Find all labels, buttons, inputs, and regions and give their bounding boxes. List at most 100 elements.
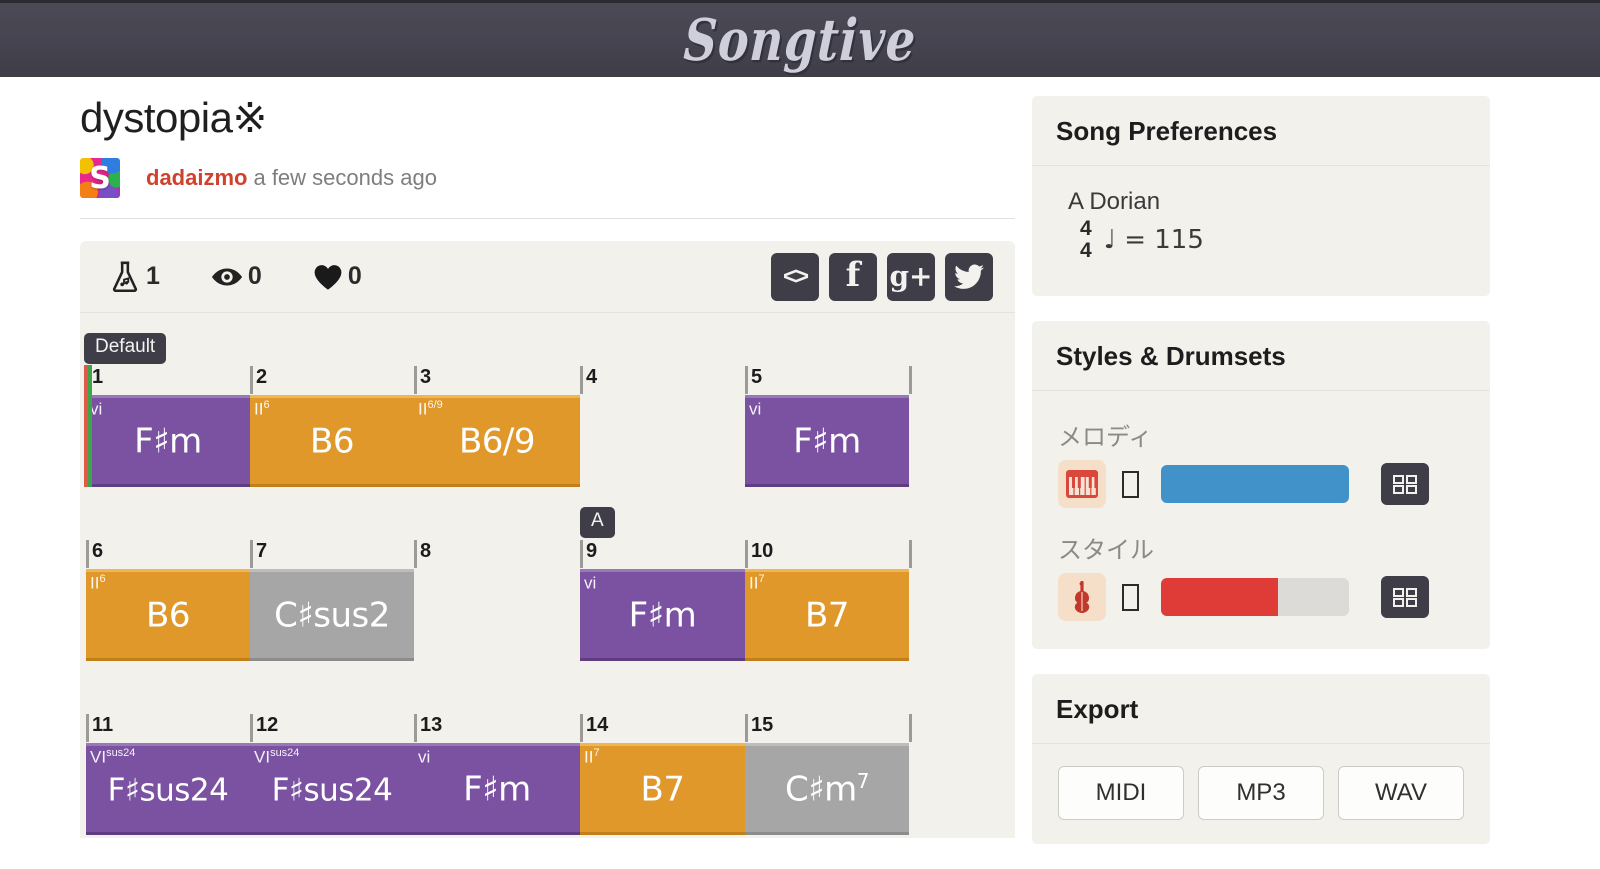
loop-marker[interactable]: [88, 365, 92, 488]
eye-icon: [210, 264, 244, 290]
twitter-button[interactable]: [945, 252, 993, 301]
chord-name: F♯m: [463, 769, 531, 810]
roman-numeral: II6/9: [418, 399, 443, 419]
chord-name: F♯sus24: [107, 772, 229, 809]
author-link[interactable]: dadaizmo: [146, 165, 248, 191]
chord-block[interactable]: vi F♯m: [86, 395, 250, 488]
track-controls: [1058, 460, 1464, 509]
roman-numeral: VIsus24: [90, 747, 136, 767]
sidebar: Song Preferences A Dorian 4 4 ♩ = 115 St…: [1032, 96, 1490, 869]
keyboard-icon: [1392, 587, 1418, 608]
experiments-count: 1: [146, 262, 160, 291]
timestamp: a few seconds ago: [253, 165, 437, 191]
googleplus-button[interactable]: g+: [887, 252, 935, 301]
measure-number: 9: [586, 540, 598, 563]
measure-number: 7: [256, 540, 268, 563]
styles-drumsets-heading: Styles & Drumsets: [1032, 321, 1490, 392]
barline: [745, 714, 748, 743]
melody-volume-bar[interactable]: [1161, 465, 1349, 504]
chord-name: B6: [310, 421, 354, 462]
chord-chart[interactable]: Default 1 2 3 4 5 vi F♯m II6 B6: [80, 313, 1015, 839]
styles-drumsets-panel: Styles & Drumsets メロディ: [1032, 321, 1490, 650]
barline: [580, 540, 583, 569]
measure-number: 8: [420, 540, 432, 563]
chord-block[interactable]: II7 B7: [580, 743, 745, 836]
twitter-icon: [954, 264, 984, 290]
chord-block[interactable]: vi F♯m: [414, 743, 580, 836]
chord-block[interactable]: II6/9 B6/9: [414, 395, 580, 488]
measure-number: 5: [751, 366, 763, 389]
flask-music-icon: [108, 260, 142, 294]
chord-block[interactable]: VIsus24 F♯sus24: [250, 743, 414, 836]
style-tag[interactable]: Default: [84, 333, 167, 364]
piano-icon[interactable]: [1058, 460, 1106, 509]
melody-keyboard-button[interactable]: [1381, 463, 1429, 506]
time-signature[interactable]: 4 4: [1080, 217, 1092, 263]
song-key[interactable]: A Dorian: [1068, 188, 1161, 215]
avatar-letter: S: [89, 160, 111, 196]
roman-numeral: VIsus24: [254, 747, 300, 767]
roman-numeral: II7: [584, 747, 600, 767]
roman-numeral: vi: [418, 747, 431, 767]
chord-block[interactable]: C♯sus2: [250, 569, 414, 662]
missing-glyph-box: [1122, 583, 1139, 611]
page-title: dystopia※: [80, 94, 268, 141]
export-body: MIDI MP3 WAV: [1032, 744, 1490, 844]
heart-icon: [312, 263, 344, 291]
measure-number: 13: [420, 714, 443, 737]
barline: [86, 540, 89, 569]
avatar[interactable]: S: [80, 158, 120, 199]
chord-row: A 6 7 8 9 10 II6 B6 C♯sus2: [80, 493, 1015, 667]
likes-stat[interactable]: 0: [308, 262, 362, 291]
byline: S dadaizmo a few seconds ago: [80, 158, 1015, 199]
song-preferences-panel: Song Preferences A Dorian 4 4 ♩ = 115: [1032, 96, 1490, 297]
measure-number: 12: [256, 714, 279, 737]
chord-block[interactable]: II6 B6: [86, 569, 250, 662]
chord-name: F♯m: [628, 595, 697, 636]
chord-block[interactable]: C♯m7: [745, 743, 909, 836]
stats-bar: 1 0 0: [80, 241, 1015, 314]
views-stat: 0: [206, 262, 262, 291]
time-signature-bottom: 4: [1080, 239, 1092, 263]
playhead-marker[interactable]: [84, 365, 88, 488]
barline: [745, 366, 748, 395]
songtive-logo[interactable]: Songtive: [681, 6, 918, 74]
style-keyboard-button[interactable]: [1381, 576, 1429, 619]
chord-row: Default 1 2 3 4 5 vi F♯m II6 B6: [80, 319, 1015, 493]
likes-count: 0: [347, 262, 362, 291]
roman-numeral: II6: [254, 399, 270, 419]
violin-icon[interactable]: [1058, 573, 1106, 622]
export-heading: Export: [1032, 674, 1490, 745]
measure-number: 1: [92, 366, 104, 389]
experiments-stat[interactable]: 1: [104, 260, 160, 294]
chord-block[interactable]: vi F♯m: [580, 569, 745, 662]
section-tag[interactable]: A: [580, 507, 615, 538]
export-wav-button[interactable]: WAV: [1338, 766, 1464, 821]
barline: [414, 366, 417, 395]
barline: [909, 714, 912, 743]
barline: [909, 366, 912, 395]
chord-name: C♯sus2: [274, 595, 390, 636]
chord-block[interactable]: II7 B7: [745, 569, 909, 662]
measure-number: 15: [751, 714, 774, 737]
export-mp3-button[interactable]: MP3: [1198, 766, 1324, 821]
embed-button[interactable]: <>: [771, 252, 819, 301]
tempo-row: 4 4 ♩ = 115: [1058, 217, 1464, 263]
track-controls: [1058, 573, 1464, 622]
measure-number: 6: [92, 540, 104, 563]
chord-name: F♯sus24: [271, 772, 393, 809]
song-preferences-body: A Dorian 4 4 ♩ = 115: [1032, 166, 1490, 296]
chord-name: C♯m7: [784, 768, 870, 810]
barline: [745, 540, 748, 569]
chord-name: B6/9: [458, 421, 536, 462]
chord-block[interactable]: vi F♯m: [745, 395, 909, 488]
time-signature-top: 4: [1080, 217, 1092, 240]
style-volume-bar[interactable]: [1161, 578, 1349, 617]
chord-block[interactable]: II6 B6: [250, 395, 414, 488]
export-midi-button[interactable]: MIDI: [1058, 766, 1184, 821]
top-header-bar: Songtive: [0, 0, 1600, 77]
facebook-button[interactable]: f: [829, 252, 877, 301]
chord-block[interactable]: VIsus24 F♯sus24: [86, 743, 250, 836]
measure-number: 14: [586, 714, 609, 737]
tempo-value[interactable]: ♩ = 115: [1103, 225, 1204, 256]
